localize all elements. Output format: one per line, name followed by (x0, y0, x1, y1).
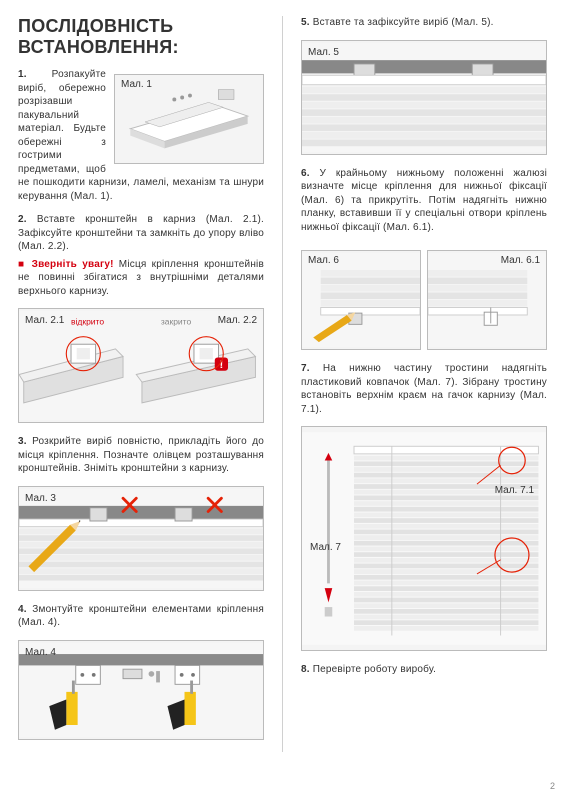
step-8: 8. Перевірте роботу виробу. (301, 663, 547, 677)
svg-text:відкрито: відкрито (71, 316, 104, 326)
step-2-text: 2. Вставте кронштейн в карниз (Мал. 2.1)… (18, 213, 264, 254)
fig-3-label: Мал. 3 (25, 493, 56, 504)
step-6-body: У крайньому нижньому положенні жалюзі ви… (301, 168, 547, 233)
figure-4: Мал. 4 (18, 640, 264, 740)
page-title: ПОСЛІДОВНІСТЬ ВСТАНОВЛЕННЯ: (18, 16, 264, 58)
step-2-num: 2. (18, 214, 27, 225)
step-3: 3. Розкрийте виріб повністю, прикладіть … (18, 435, 264, 476)
step-3-text: 3. Розкрийте виріб повністю, прикладіть … (18, 435, 264, 476)
fig-61-label: Мал. 6.1 (501, 255, 540, 266)
figure-5: Мал. 5 (301, 40, 547, 155)
step-3-body: Розкрийте виріб повністю, прикладіть йог… (18, 436, 264, 474)
fig-6-label: Мал. 6 (308, 255, 339, 266)
figure-6: Мал. 6 (301, 250, 421, 350)
step-2-alert: ■ Зверніть увагу! Місця кріплення кроншт… (18, 258, 264, 299)
fig-7-label: Мал. 7 (310, 542, 341, 553)
step-4-body: Змонтуйте кронштейни елементами кріпленн… (18, 604, 264, 629)
step-6-text: 6. У крайньому нижньому положенні жалюзі… (301, 167, 547, 235)
step-7-num: 7. (301, 363, 310, 374)
step-1-num: 1. (18, 69, 27, 80)
fig-21-label: Мал. 2.1 (25, 315, 64, 326)
column-divider (282, 16, 283, 752)
figure-2: Мал. 2.1 Мал. 2.2 ! (18, 308, 264, 423)
step-5: 5. Вставте та зафіксуйте виріб (Мал. 5). (301, 16, 547, 30)
step-4: 4. Змонтуйте кронштейни елементами кріпл… (18, 603, 264, 630)
figure-1: Мал. 1 (114, 74, 264, 164)
page-number: 2 (550, 781, 555, 791)
right-column: 5. Вставте та зафіксуйте виріб (Мал. 5).… (301, 16, 547, 752)
step-5-text: 5. Вставте та зафіксуйте виріб (Мал. 5). (301, 16, 547, 30)
figure-6-1: Мал. 6.1 (427, 250, 547, 350)
figure-6-row: Мал. 6 Мал. 6.1 (301, 244, 547, 362)
step-8-num: 8. (301, 664, 310, 675)
figure-3: Мал. 3 (18, 486, 264, 591)
step-7-body: На нижню частину тростини надягніть плас… (301, 363, 547, 415)
step-4-num: 4. (18, 604, 27, 615)
step-3-num: 3. (18, 436, 27, 447)
fig-5-label: Мал. 5 (308, 47, 339, 58)
step-5-num: 5. (301, 17, 310, 28)
step-2: 2. Вставте кронштейн в карниз (Мал. 2.1)… (18, 213, 264, 298)
fig-1-label: Мал. 1 (121, 79, 152, 90)
step-8-body: Перевірте роботу виробу. (313, 664, 436, 675)
step-1: Мал. 1 1. Розпакуйте виріб, обережно роз… (18, 68, 264, 203)
step-7: 7. На нижню частину тростини надягніть п… (301, 362, 547, 416)
alert-icon: ■ Зверніть увагу! (18, 259, 114, 270)
left-column: ПОСЛІДОВНІСТЬ ВСТАНОВЛЕННЯ: Мал. 1 (18, 16, 264, 752)
step-6: 6. У крайньому нижньому положенні жалюзі… (301, 167, 547, 235)
fig-22-label: Мал. 2.2 (218, 315, 257, 326)
page-layout: ПОСЛІДОВНІСТЬ ВСТАНОВЛЕННЯ: Мал. 1 (18, 16, 547, 752)
figure-7: Мал. 7 Мал. 7.1 (301, 426, 547, 651)
step-6-num: 6. (301, 168, 310, 179)
fig-71-label: Мал. 7.1 (495, 485, 534, 496)
step-8-text: 8. Перевірте роботу виробу. (301, 663, 547, 677)
step-4-text: 4. Змонтуйте кронштейни елементами кріпл… (18, 603, 264, 630)
step-7-text: 7. На нижню частину тростини надягніть п… (301, 362, 547, 416)
svg-text:закрито: закрито (161, 316, 192, 326)
fig-4-label: Мал. 4 (25, 647, 56, 658)
step-2-body: Вставте кронштейн в карниз (Мал. 2.1). З… (18, 214, 264, 252)
step-5-body: Вставте та зафіксуйте виріб (Мал. 5). (313, 17, 494, 28)
